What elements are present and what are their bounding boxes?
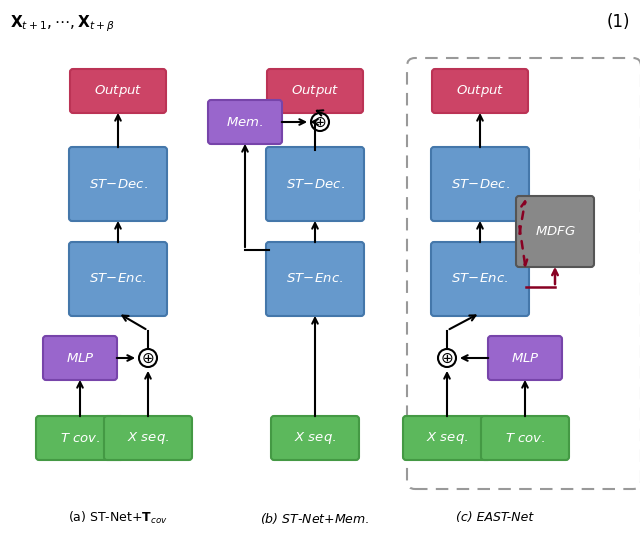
FancyBboxPatch shape bbox=[488, 336, 562, 380]
FancyBboxPatch shape bbox=[481, 416, 569, 460]
Text: (a) ST-Net+$\mathbf{T}_{cov}$: (a) ST-Net+$\mathbf{T}_{cov}$ bbox=[68, 510, 168, 526]
Text: (c) EAST-Net: (c) EAST-Net bbox=[456, 512, 534, 525]
Circle shape bbox=[139, 349, 157, 367]
Circle shape bbox=[438, 349, 456, 367]
Text: (1): (1) bbox=[607, 13, 630, 31]
Text: $\it{X\ seq.}$: $\it{X\ seq.}$ bbox=[127, 430, 169, 446]
Text: $\mathbf{X}_{t+1},\cdots,\mathbf{X}_{t+\beta}$: $\mathbf{X}_{t+1},\cdots,\mathbf{X}_{t+\… bbox=[10, 13, 115, 34]
FancyBboxPatch shape bbox=[70, 69, 166, 113]
Text: $\oplus$: $\oplus$ bbox=[141, 351, 155, 365]
FancyBboxPatch shape bbox=[431, 242, 529, 316]
Text: $\it{MLP}$: $\it{MLP}$ bbox=[66, 352, 94, 365]
Text: $\it{ST\!-\!Dec.}$: $\it{ST\!-\!Dec.}$ bbox=[451, 177, 509, 191]
Text: $\it{ST\!-\!Dec.}$: $\it{ST\!-\!Dec.}$ bbox=[285, 177, 344, 191]
Text: $\it{ST\!-\!Dec.}$: $\it{ST\!-\!Dec.}$ bbox=[88, 177, 147, 191]
FancyBboxPatch shape bbox=[266, 242, 364, 316]
FancyBboxPatch shape bbox=[69, 147, 167, 221]
Text: $\it{T\ cov.}$: $\it{T\ cov.}$ bbox=[505, 431, 545, 444]
Text: $\it{Output}$: $\it{Output}$ bbox=[291, 83, 339, 99]
Text: $\it{T\ cov.}$: $\it{T\ cov.}$ bbox=[60, 431, 100, 444]
Text: $\it{Mem.}$: $\it{Mem.}$ bbox=[227, 116, 264, 128]
FancyBboxPatch shape bbox=[43, 336, 117, 380]
Text: $\it{X\ seq.}$: $\it{X\ seq.}$ bbox=[426, 430, 468, 446]
FancyBboxPatch shape bbox=[403, 416, 491, 460]
Text: $\it{X\ seq.}$: $\it{X\ seq.}$ bbox=[294, 430, 336, 446]
FancyBboxPatch shape bbox=[267, 69, 363, 113]
Text: $\it{MDFG}$: $\it{MDFG}$ bbox=[534, 225, 575, 238]
FancyBboxPatch shape bbox=[208, 100, 282, 144]
FancyBboxPatch shape bbox=[516, 196, 594, 267]
Text: (b) ST-Net+$\mathit{Mem.}$: (b) ST-Net+$\mathit{Mem.}$ bbox=[260, 511, 370, 525]
FancyBboxPatch shape bbox=[69, 242, 167, 316]
FancyBboxPatch shape bbox=[266, 147, 364, 221]
FancyBboxPatch shape bbox=[432, 69, 528, 113]
Text: $\it{MLP}$: $\it{MLP}$ bbox=[511, 352, 540, 365]
FancyBboxPatch shape bbox=[36, 416, 124, 460]
FancyBboxPatch shape bbox=[271, 416, 359, 460]
Text: $\it{ST\!-\!Enc.}$: $\it{ST\!-\!Enc.}$ bbox=[286, 272, 344, 286]
Text: $\it{ST\!-\!Enc.}$: $\it{ST\!-\!Enc.}$ bbox=[90, 272, 147, 286]
FancyBboxPatch shape bbox=[431, 147, 529, 221]
Text: $\oplus$: $\oplus$ bbox=[314, 115, 326, 129]
Text: $\oplus$: $\oplus$ bbox=[440, 351, 454, 365]
Text: $\it{ST\!-\!Enc.}$: $\it{ST\!-\!Enc.}$ bbox=[451, 272, 509, 286]
Text: $\it{Output}$: $\it{Output}$ bbox=[456, 83, 504, 99]
Text: $\it{Output}$: $\it{Output}$ bbox=[94, 83, 142, 99]
Circle shape bbox=[311, 113, 329, 131]
FancyBboxPatch shape bbox=[104, 416, 192, 460]
